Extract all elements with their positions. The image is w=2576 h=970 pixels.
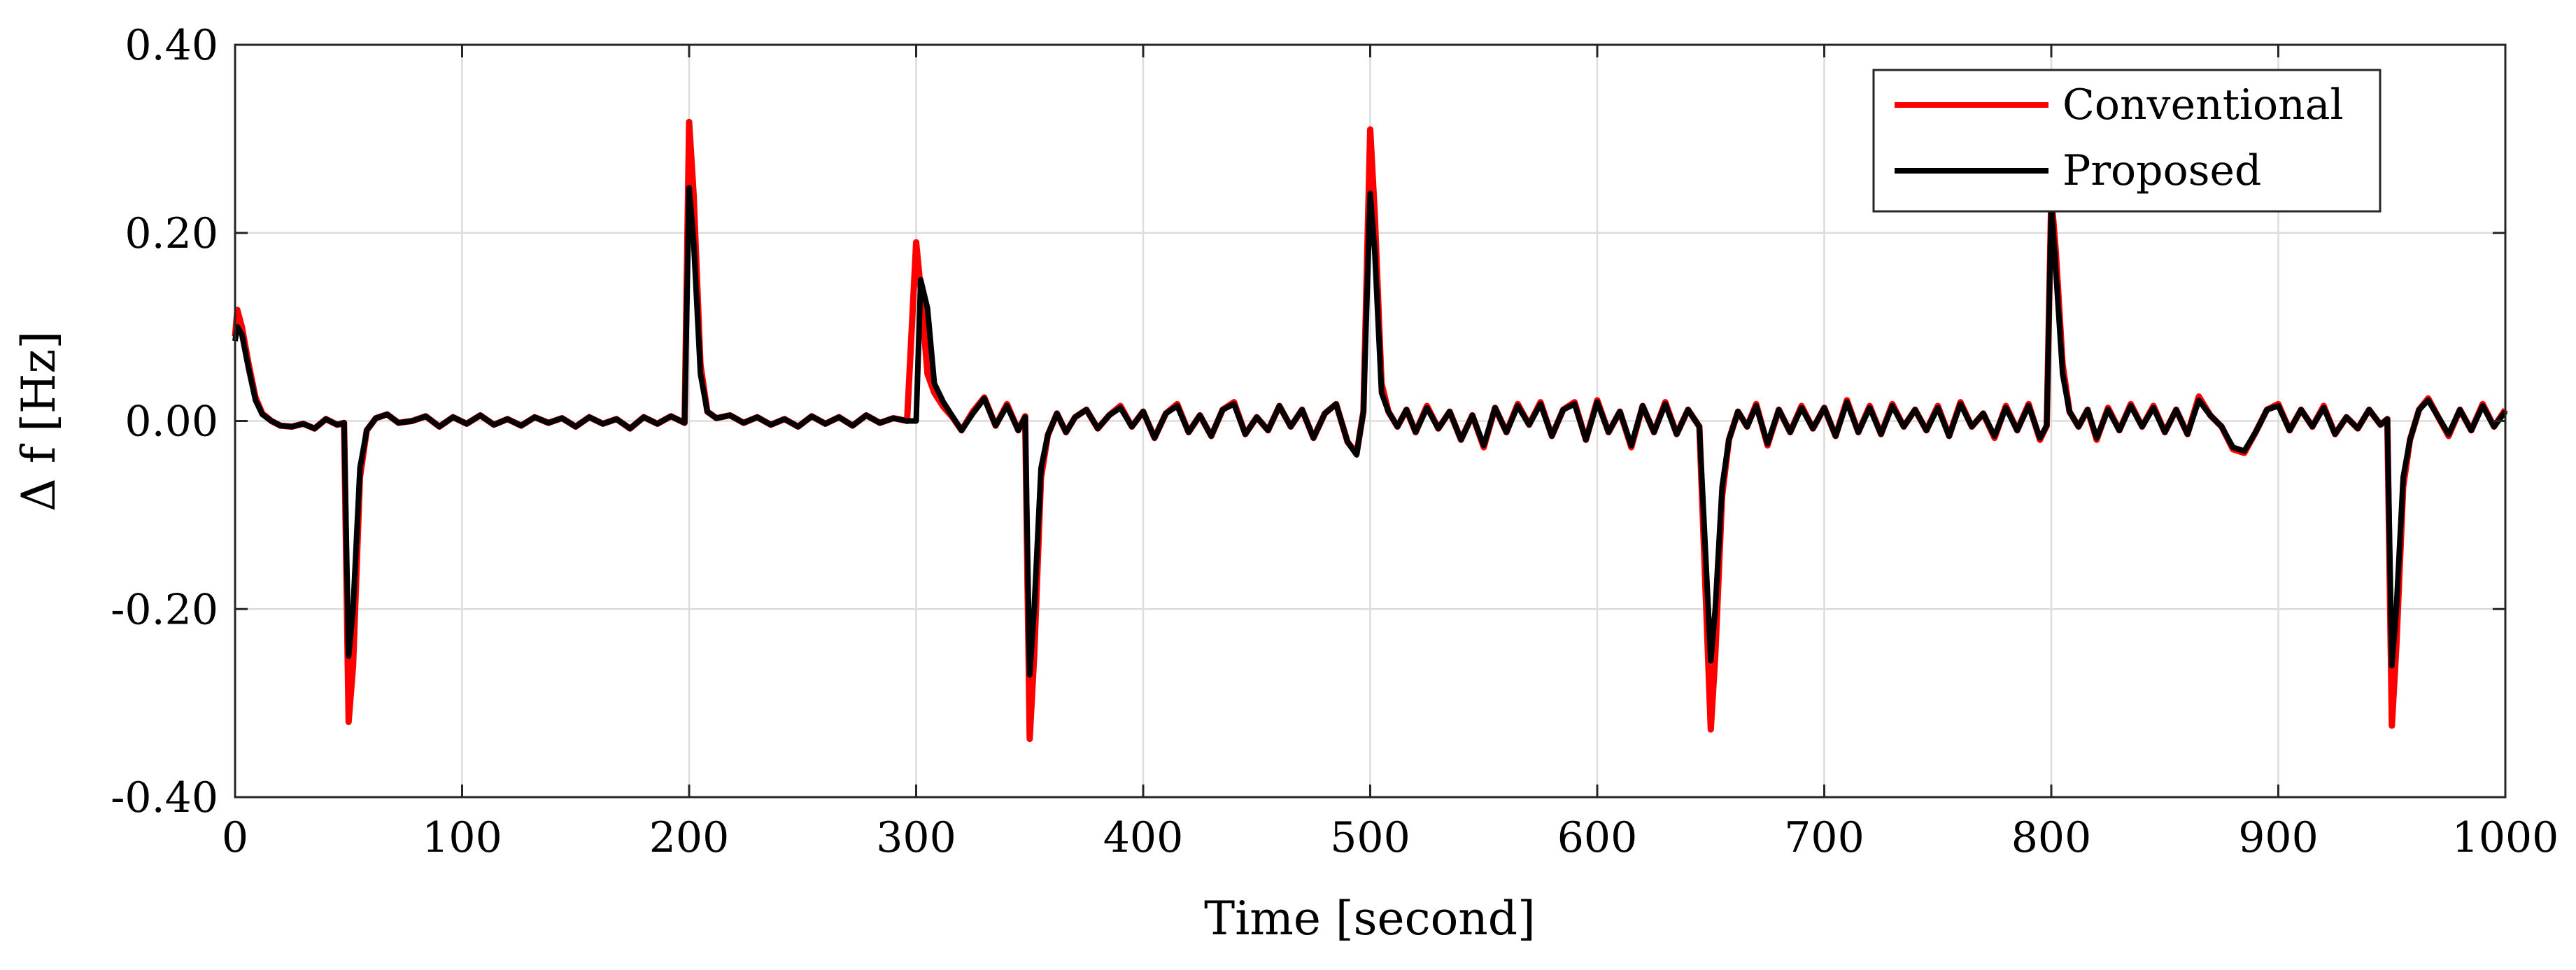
x-tick-label: 1000 [2452, 813, 2559, 862]
y-tick-label: 0.20 [125, 209, 218, 258]
ticks: 0 100 200 300 400 500 600 700 800 900 1000 -0.40 -0.… [111, 21, 2559, 862]
x-tick-label: 800 [2011, 813, 2092, 862]
legend-label-conventional: Conventional [2062, 80, 2344, 129]
series-line-proposed [232, 185, 2508, 678]
y-axis-label: Δ f [Hz] [12, 331, 66, 512]
x-axis-label: Time [second] [1204, 892, 1536, 946]
y-tick-label: -0.20 [111, 585, 218, 634]
x-tick-label: 300 [876, 813, 956, 862]
series-lines [232, 118, 2508, 743]
x-tick-label: 0 [222, 813, 248, 862]
legend-label-proposed: Proposed [2062, 146, 2261, 195]
x-tick-label: 500 [1330, 813, 1410, 862]
x-tick-label: 400 [1103, 813, 1184, 862]
x-tick-label: 900 [2238, 813, 2319, 862]
x-tick-label: 100 [422, 813, 502, 862]
y-tick-label: 0.00 [125, 398, 218, 447]
x-tick-label: 700 [1784, 813, 1864, 862]
y-tick-label: 0.40 [125, 21, 218, 70]
x-tick-label: 200 [649, 813, 730, 862]
legend-box [1872, 69, 2382, 213]
legend: Conventional Proposed [1872, 69, 2382, 213]
x-tick-label: 600 [1557, 813, 1638, 862]
y-tick-label: -0.40 [111, 773, 218, 822]
